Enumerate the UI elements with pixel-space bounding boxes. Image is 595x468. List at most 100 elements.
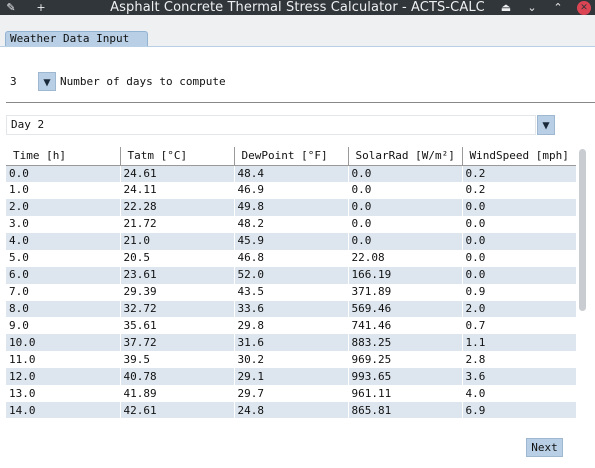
table-cell[interactable]: 41.89 [120, 385, 235, 403]
table-cell[interactable]: 3.6 [462, 368, 576, 386]
table-cell[interactable]: 569.46 [348, 300, 463, 318]
table-cell[interactable]: 6.9 [462, 402, 576, 418]
table-cell[interactable]: 35.61 [120, 317, 235, 335]
table-cell[interactable]: 29.7 [234, 385, 349, 403]
table-cell[interactable]: 39.5 [120, 351, 235, 369]
table-cell[interactable]: 40.78 [120, 368, 235, 386]
table-cell[interactable]: 45.9 [234, 232, 349, 250]
table-row[interactable]: 0.0 24.61 48.4 0.0 0.2 [6, 165, 576, 182]
table-cell[interactable]: 22.28 [120, 198, 235, 216]
table-cell[interactable]: 43.5 [234, 283, 349, 301]
table-row[interactable]: 1.0 24.11 46.9 0.0 0.2 [6, 181, 576, 199]
maximize-icon[interactable]: ⌃ [553, 1, 563, 14]
table-row[interactable]: 3.0 21.72 48.2 0.0 0.0 [6, 215, 576, 233]
table-row[interactable]: 4.0 21.0 45.9 0.0 0.0 [6, 232, 576, 250]
table-cell[interactable]: 0.0 [462, 215, 576, 233]
table-cell[interactable]: 993.65 [348, 368, 463, 386]
column-header-windspeed[interactable]: WindSpeed [mph] [462, 147, 576, 166]
column-header-dewpoint[interactable]: DewPoint [°F] [234, 147, 349, 166]
table-row[interactable]: 10.0 37.72 31.6 883.25 1.1 [6, 334, 576, 352]
table-cell[interactable]: 0.0 [348, 215, 463, 233]
table-cell[interactable]: 0.0 [462, 198, 576, 216]
table-cell[interactable]: 52.0 [234, 266, 349, 284]
table-row[interactable]: 8.0 32.72 33.6 569.46 2.0 [6, 300, 576, 318]
table-row[interactable]: 9.0 35.61 29.8 741.46 0.7 [6, 317, 576, 335]
table-cell[interactable]: 2.8 [462, 351, 576, 369]
table-row[interactable]: 14.0 42.61 24.8 865.81 6.9 [6, 402, 576, 418]
table-cell[interactable]: 29.1 [234, 368, 349, 386]
table-cell[interactable]: 21.72 [120, 215, 235, 233]
table-cell[interactable]: 29.39 [120, 283, 235, 301]
table-cell[interactable]: 0.7 [462, 317, 576, 335]
table-cell[interactable]: 11.0 [6, 351, 121, 369]
table-cell[interactable]: 1.1 [462, 334, 576, 352]
plus-icon[interactable]: + [36, 1, 46, 14]
table-cell[interactable]: 42.61 [120, 402, 235, 418]
keep-above-icon[interactable]: ⏏ [500, 1, 512, 14]
column-header-tatm[interactable]: Tatm [°C] [120, 147, 235, 166]
table-cell[interactable]: 22.08 [348, 249, 463, 267]
table-cell[interactable]: 883.25 [348, 334, 463, 352]
table-cell[interactable]: 4.0 [6, 232, 121, 250]
minimize-icon[interactable]: ⌄ [527, 1, 537, 14]
scrollbar-thumb[interactable] [579, 149, 586, 311]
weather-data-table[interactable]: Time [h] Tatm [°C] DewPoint [°F] SolarRa… [6, 147, 576, 418]
table-scrollbar[interactable] [578, 147, 588, 418]
day-dropdown-button[interactable]: ▼ [537, 115, 555, 135]
table-row[interactable]: 13.0 41.89 29.7 961.11 4.0 [6, 385, 576, 403]
table-cell[interactable]: 46.8 [234, 249, 349, 267]
table-cell[interactable]: 0.2 [462, 165, 576, 182]
table-cell[interactable]: 7.0 [6, 283, 121, 301]
table-row[interactable]: 11.0 39.5 30.2 969.25 2.8 [6, 351, 576, 369]
table-cell[interactable]: 166.19 [348, 266, 463, 284]
table-cell[interactable]: 23.61 [120, 266, 235, 284]
close-icon[interactable]: ✕ [577, 0, 591, 15]
table-cell[interactable]: 969.25 [348, 351, 463, 369]
table-cell[interactable]: 24.61 [120, 165, 235, 182]
table-cell[interactable]: 37.72 [120, 334, 235, 352]
table-row[interactable]: 7.0 29.39 43.5 371.89 0.9 [6, 283, 576, 301]
column-header-time[interactable]: Time [h] [6, 147, 121, 166]
tab-weather-data-input[interactable]: Weather Data Input [5, 31, 148, 46]
table-cell[interactable]: 30.2 [234, 351, 349, 369]
table-cell[interactable]: 0.0 [348, 232, 463, 250]
table-row[interactable]: 12.0 40.78 29.1 993.65 3.6 [6, 368, 576, 386]
table-cell[interactable]: 961.11 [348, 385, 463, 403]
table-cell[interactable]: 20.5 [120, 249, 235, 267]
table-cell[interactable]: 24.8 [234, 402, 349, 418]
table-cell[interactable]: 0.2 [462, 181, 576, 199]
table-cell[interactable]: 48.2 [234, 215, 349, 233]
table-cell[interactable]: 0.0 [348, 165, 463, 182]
pin-icon[interactable]: ✎ [6, 1, 16, 14]
table-cell[interactable]: 2.0 [6, 198, 121, 216]
next-button[interactable]: Next [526, 438, 563, 457]
column-header-solarrad[interactable]: SolarRad [W/m²] [348, 147, 463, 166]
table-cell[interactable]: 741.46 [348, 317, 463, 335]
table-cell[interactable]: 13.0 [6, 385, 121, 403]
table-cell[interactable]: 0.0 [462, 232, 576, 250]
table-cell[interactable]: 32.72 [120, 300, 235, 318]
table-cell[interactable]: 371.89 [348, 283, 463, 301]
table-cell[interactable]: 48.4 [234, 165, 349, 182]
table-cell[interactable]: 33.6 [234, 300, 349, 318]
table-cell[interactable]: 14.0 [6, 402, 121, 418]
table-cell[interactable]: 31.6 [234, 334, 349, 352]
table-cell[interactable]: 0.0 [348, 198, 463, 216]
days-dropdown-button[interactable]: ▼ [38, 72, 56, 91]
table-cell[interactable]: 0.0 [462, 249, 576, 267]
table-cell[interactable]: 0.0 [348, 181, 463, 199]
table-cell[interactable]: 5.0 [6, 249, 121, 267]
table-cell[interactable]: 24.11 [120, 181, 235, 199]
day-select[interactable]: Day 2 [6, 115, 536, 135]
table-cell[interactable]: 12.0 [6, 368, 121, 386]
table-cell[interactable]: 0.0 [6, 165, 121, 182]
table-cell[interactable]: 8.0 [6, 300, 121, 318]
table-row[interactable]: 5.0 20.5 46.8 22.08 0.0 [6, 249, 576, 267]
table-cell[interactable]: 29.8 [234, 317, 349, 335]
table-row[interactable]: 6.0 23.61 52.0 166.19 0.0 [6, 266, 576, 284]
table-cell[interactable]: 3.0 [6, 215, 121, 233]
table-cell[interactable]: 865.81 [348, 402, 463, 418]
table-cell[interactable]: 10.0 [6, 334, 121, 352]
table-cell[interactable]: 9.0 [6, 317, 121, 335]
table-cell[interactable]: 6.0 [6, 266, 121, 284]
